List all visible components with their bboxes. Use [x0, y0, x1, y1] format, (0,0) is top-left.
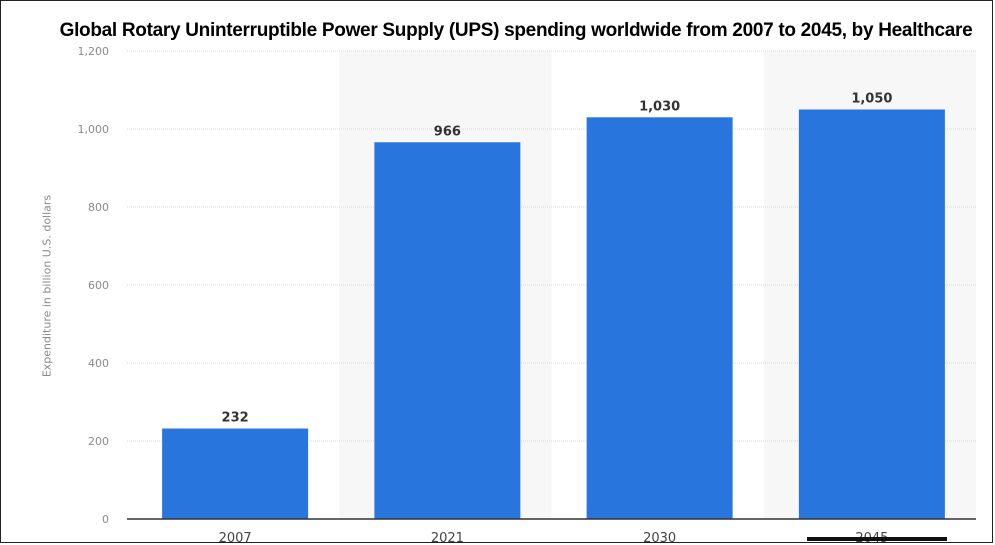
- source-credit-smudge: [807, 537, 947, 541]
- y-tick-label: 1,000: [78, 123, 110, 136]
- bar-value-label: 1,030: [639, 99, 680, 114]
- bar-value-label: 232: [222, 411, 249, 426]
- y-tick-label: 1,200: [78, 45, 110, 58]
- bar: [162, 428, 309, 519]
- y-tick-label: 800: [88, 201, 109, 214]
- chart-title: Global Rotary Uninterruptible Power Supp…: [59, 20, 973, 41]
- bar: [586, 117, 733, 520]
- bar-value-label: 1,050: [851, 92, 892, 107]
- bar: [374, 142, 521, 519]
- x-tick-label: 2007: [219, 531, 252, 544]
- y-axis-label: Expenditure in billion U.S. dollars: [40, 194, 54, 378]
- x-tick-label: 2030: [643, 531, 676, 544]
- x-tick-label: 2021: [431, 531, 464, 544]
- y-tick-label: 0: [102, 513, 109, 526]
- y-tick-label: 600: [88, 279, 109, 292]
- y-tick-label: 200: [88, 435, 109, 448]
- y-tick-label: 400: [88, 357, 109, 370]
- bar-value-label: 966: [434, 124, 461, 139]
- bar: [798, 109, 945, 519]
